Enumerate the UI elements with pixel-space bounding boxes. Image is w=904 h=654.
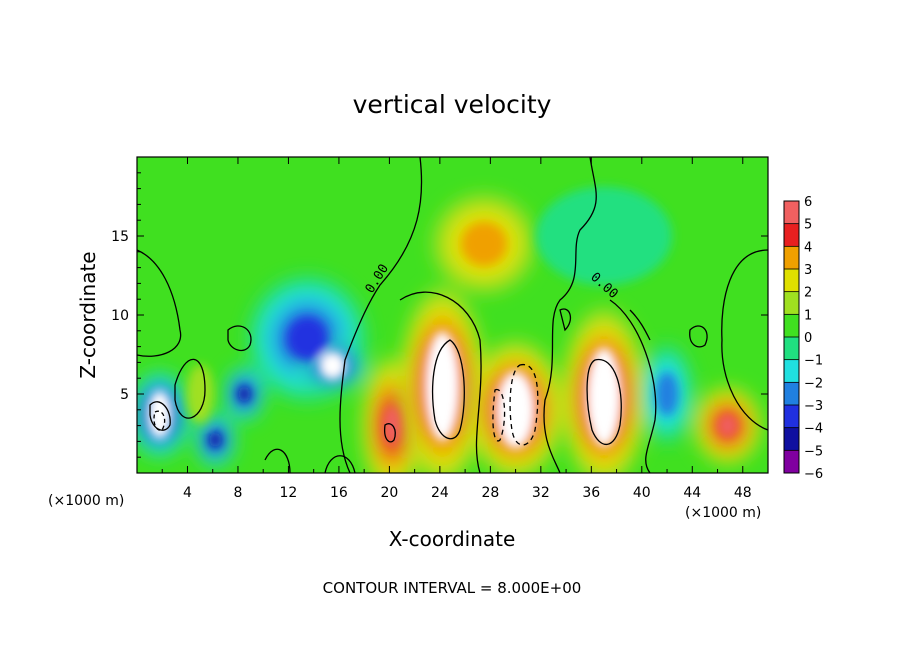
plot-area: 0.00 0.00 [137,157,768,473]
contour-line [431,339,465,440]
colorbar-swatch [784,314,799,338]
zero-contour [227,325,252,352]
zero-contour [174,358,206,419]
saturated-core [586,347,622,447]
contour-lines [137,157,768,473]
field-blob [209,431,222,448]
colorbar-label: −5 [804,444,823,459]
colorbar-swatch [784,359,799,383]
x-tick-label: 16 [330,485,348,501]
zero-contour [324,455,356,473]
contour-line [586,359,622,446]
zero-contour [264,448,291,473]
colorbar-label: 2 [804,286,812,301]
chart-title: vertical velocity [353,90,552,119]
colorbar-label: −1 [804,354,823,369]
y-tick-label: 15 [111,229,129,245]
x-tick-label: 20 [380,485,398,501]
x-tick-label: 40 [633,485,651,501]
x-tick-label: 32 [532,485,550,501]
colorbar-label: 5 [804,218,812,233]
x-unit-right: (×1000 m) [685,505,761,521]
zero-contour [339,157,423,473]
x-tick-label: 4 [183,485,192,501]
colorbar-label: 6 [804,195,812,210]
colorbar-label: −3 [804,399,823,414]
contour-line-negative [509,364,539,446]
colorbar-swatch [784,269,799,292]
zero-contour [721,249,768,431]
field-blob [535,186,673,286]
x-tick-label: 44 [683,485,701,501]
x-unit-left: (×1000 m) [48,493,124,509]
colorbar-swatch [784,337,799,360]
contour-line-negative [492,389,506,442]
contour-interval-note: CONTOUR INTERVAL = 8.000E+00 [323,579,582,597]
field-blob [238,386,251,402]
zero-contour [137,249,182,357]
colorbar-label: −2 [804,376,823,391]
x-tick-label: 36 [582,485,600,501]
field-blob [655,372,679,416]
x-axis-label: X-coordinate [389,527,516,551]
colorbar-label: 1 [804,308,812,323]
saturated-core [318,351,347,380]
colorbar-label: 0 [804,331,812,346]
x-axis: 4 8 12 16 20 24 28 32 36 40 44 48 [161,157,752,501]
colorbar-swatch [784,382,799,406]
x-tick-label: 28 [481,485,499,501]
x-tick-label: 8 [233,485,242,501]
x-tick-label: 12 [280,485,298,501]
colorbar-swatch [784,223,799,247]
contour-line [149,401,171,431]
colorbar-swatch [784,405,799,428]
colorbar-label: −4 [804,422,823,437]
colorbar-label: −6 [804,467,823,482]
contour-line [383,423,396,443]
colorbar-label: 3 [804,263,812,278]
colorbar-swatch [784,201,799,224]
y-axis: 5 10 15 [111,172,768,458]
saturated-core [496,371,536,449]
zero-contour [689,325,708,348]
zero-contour [559,308,572,332]
saturated-core [147,390,173,439]
field-blob [286,316,329,361]
zero-contour [399,291,482,473]
colorbar-swatch [784,427,799,451]
x-tick-label: 24 [431,485,449,501]
colorbar-swatch [784,450,799,474]
field-blob [461,221,507,266]
y-tick-label: 10 [111,308,129,324]
zero-contour [609,299,657,473]
y-tick-label: 5 [120,387,129,403]
zero-contour [543,157,597,473]
colorbar-label: 4 [804,240,812,255]
y-axis-label: Z-coordinate [76,251,100,378]
field-blob [186,364,214,424]
colorbar-swatch [784,246,799,270]
colorbar: 6 5 4 3 2 1 0 −1 −2 −3 −4 −5 −6 [783,195,823,482]
zero-contour [629,309,651,341]
colorbar-swatch [784,291,799,315]
field-blob [717,414,738,437]
x-tick-label: 48 [734,485,752,501]
